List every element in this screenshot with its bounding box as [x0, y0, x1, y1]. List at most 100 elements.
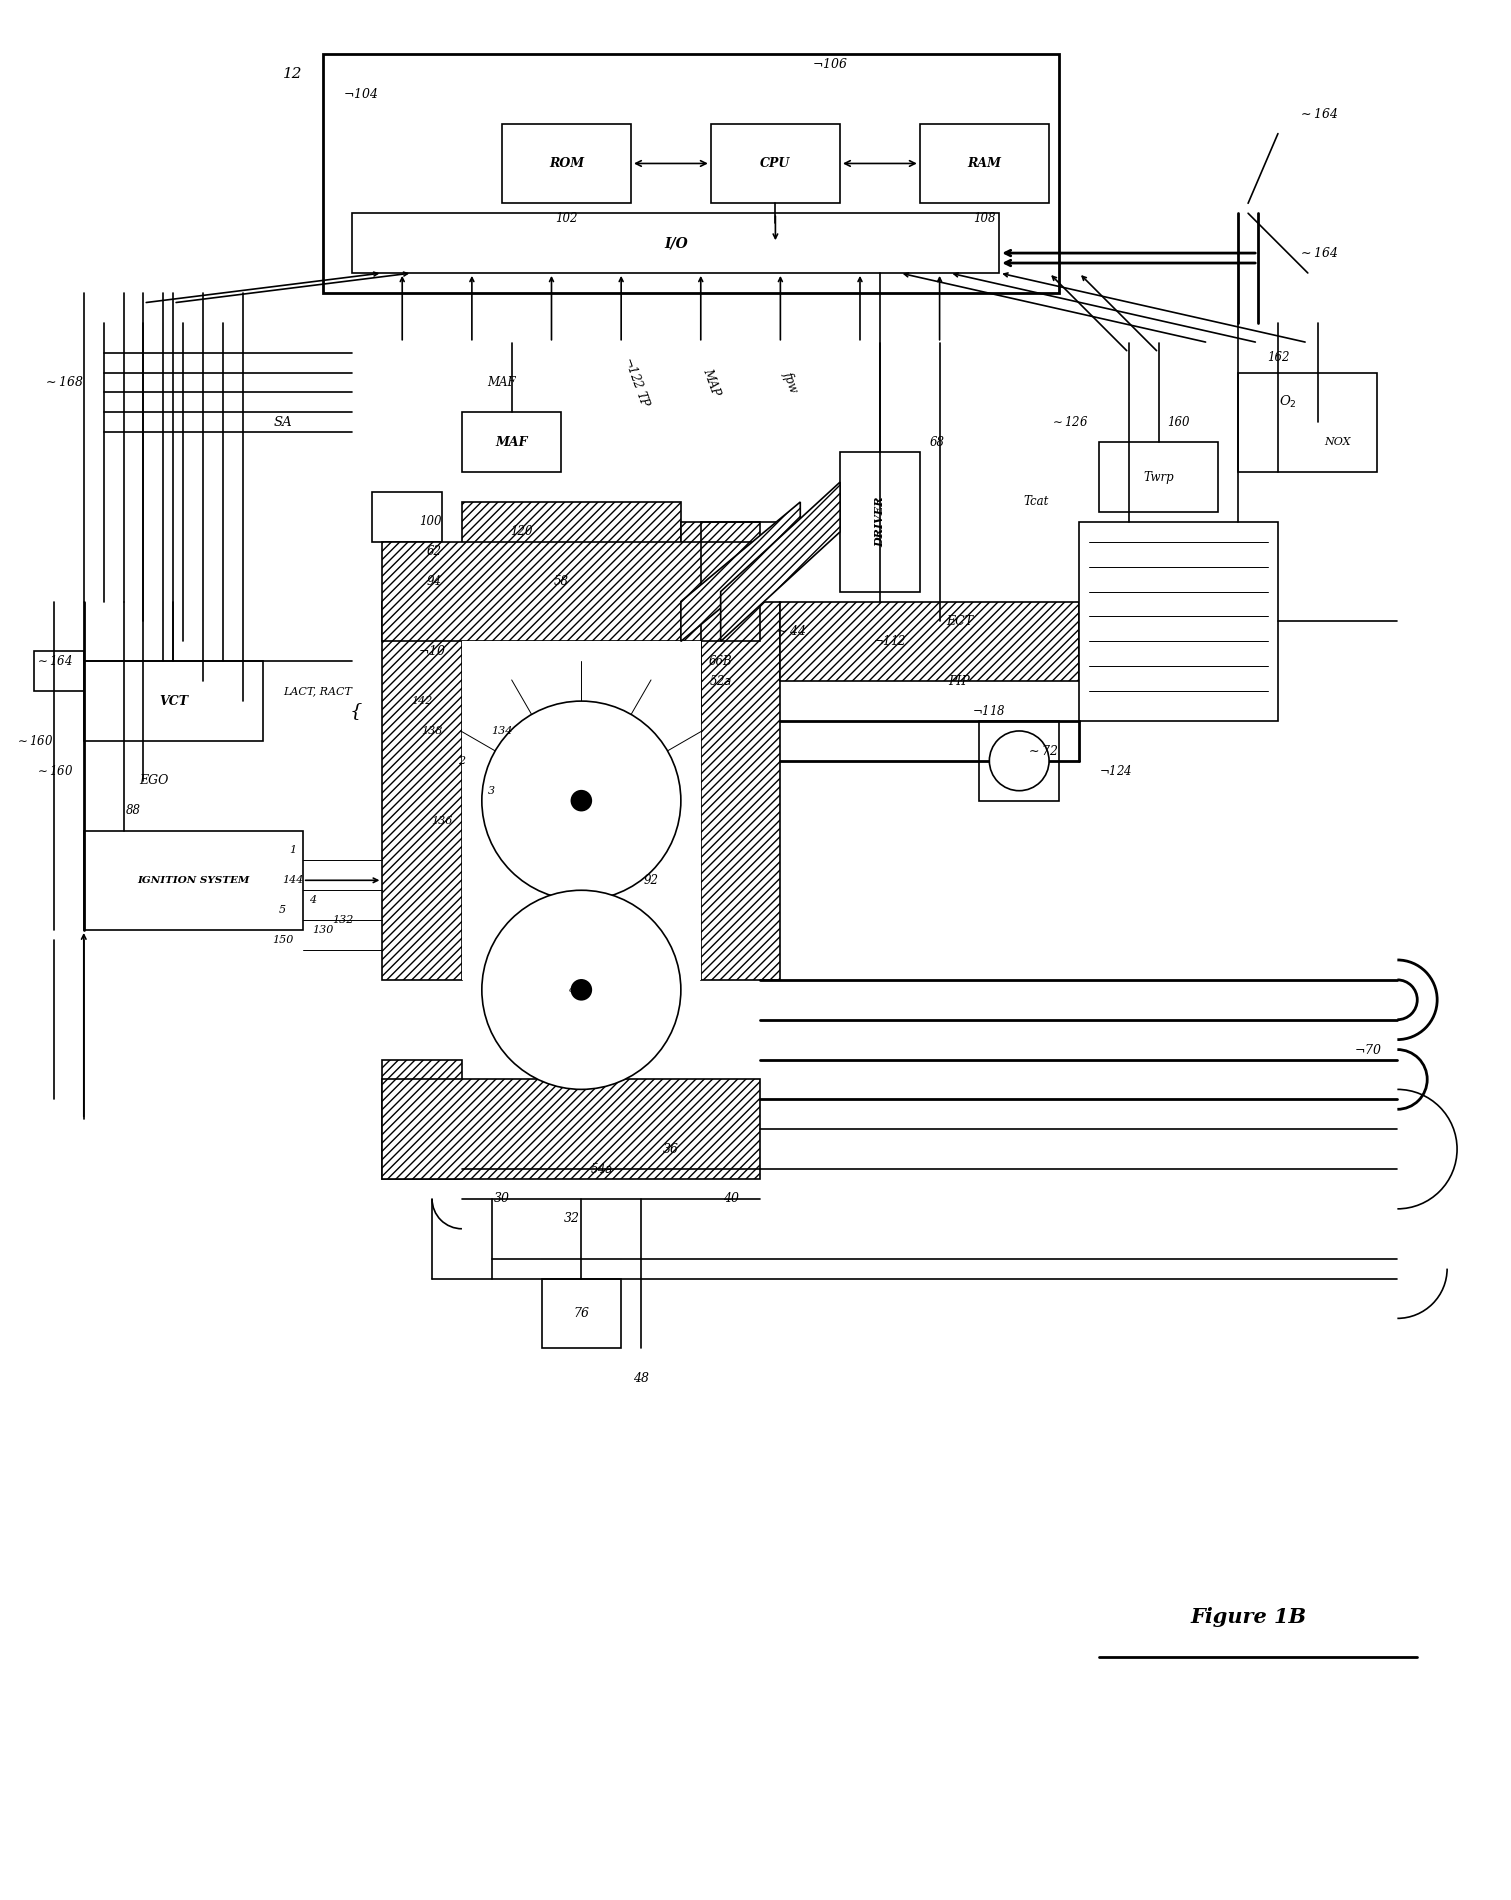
Bar	[462, 412, 562, 471]
Bar	[83, 830, 302, 931]
Text: $\neg$118: $\neg$118	[973, 705, 1006, 718]
Bar	[462, 642, 701, 980]
Text: MAF: MAF	[488, 376, 517, 390]
Text: 3: 3	[488, 787, 496, 796]
Circle shape	[482, 701, 681, 901]
Text: 108: 108	[973, 211, 996, 224]
Text: Twrp: Twrp	[1144, 471, 1174, 484]
Text: PIP: PIP	[949, 674, 970, 688]
Text: 132: 132	[332, 916, 354, 925]
Text: 5: 5	[280, 904, 287, 916]
Bar	[372, 492, 443, 542]
Text: 62: 62	[428, 545, 443, 559]
Text: Figure 1B: Figure 1B	[1191, 1607, 1306, 1626]
Bar	[35, 652, 83, 692]
Circle shape	[512, 732, 651, 870]
Text: RAM: RAM	[967, 158, 1002, 169]
Text: 130: 130	[311, 925, 334, 935]
Text: 30: 30	[494, 1193, 509, 1205]
Text: 150: 150	[272, 935, 293, 944]
Polygon shape	[721, 483, 840, 642]
Polygon shape	[681, 502, 801, 642]
Text: 142: 142	[411, 695, 432, 707]
Text: ROM: ROM	[548, 158, 583, 169]
Bar	[382, 542, 760, 642]
Text: 120: 120	[511, 524, 533, 538]
Text: o: o	[570, 986, 574, 994]
Bar	[840, 452, 920, 591]
Text: $\sim$44: $\sim$44	[774, 625, 807, 638]
Text: IGNITION SYSTEM: IGNITION SYSTEM	[138, 876, 249, 885]
Text: 12: 12	[283, 66, 302, 82]
Bar	[701, 602, 780, 980]
Text: 66B: 66B	[709, 656, 733, 667]
Text: $\sim$164: $\sim$164	[1298, 106, 1337, 122]
Text: 88: 88	[125, 804, 141, 817]
Text: $\neg$122 TP: $\neg$122 TP	[621, 355, 653, 410]
Text: 92: 92	[644, 874, 659, 887]
Text: $\neg$10: $\neg$10	[419, 644, 446, 657]
Text: 2: 2	[458, 756, 465, 766]
Bar	[1238, 372, 1378, 471]
Text: 52$a$: 52$a$	[709, 674, 733, 688]
Bar	[681, 522, 760, 602]
Text: 1: 1	[289, 846, 296, 855]
Text: DRIVER: DRIVER	[875, 496, 885, 547]
Bar	[979, 720, 1059, 800]
Bar	[462, 502, 681, 631]
Text: 76: 76	[573, 1307, 589, 1320]
Bar	[920, 124, 1049, 203]
Circle shape	[990, 732, 1049, 790]
Text: $\sim$160: $\sim$160	[35, 764, 74, 777]
Bar	[352, 213, 999, 274]
Circle shape	[482, 891, 681, 1089]
Text: MAP: MAP	[701, 367, 722, 399]
Bar	[1079, 522, 1278, 720]
Text: CPU: CPU	[760, 158, 790, 169]
Text: Tcat: Tcat	[1023, 496, 1049, 509]
Text: 58: 58	[555, 576, 570, 589]
Text: ECT: ECT	[946, 616, 973, 627]
Bar	[502, 124, 632, 203]
Text: SA: SA	[273, 416, 292, 429]
Bar	[541, 1279, 621, 1349]
Bar	[83, 661, 263, 741]
Text: $\sim$168: $\sim$168	[42, 376, 83, 390]
Text: 102: 102	[555, 211, 577, 224]
Text: $\sim$164: $\sim$164	[1298, 247, 1337, 260]
Text: $\neg$104: $\neg$104	[343, 87, 378, 101]
Text: O$_2$: O$_2$	[1278, 395, 1296, 410]
Text: 160: 160	[1166, 416, 1189, 429]
Text: $\sim$72: $\sim$72	[1026, 745, 1059, 758]
Text: 162: 162	[1266, 352, 1289, 365]
Text: LACT, RACT: LACT, RACT	[284, 686, 352, 695]
Text: $\neg$124: $\neg$124	[1098, 764, 1132, 777]
Text: 54$a$: 54$a$	[589, 1163, 613, 1176]
Text: 36: 36	[663, 1142, 678, 1155]
Circle shape	[571, 790, 591, 811]
Text: $\neg$112: $\neg$112	[873, 635, 907, 648]
Text: 100: 100	[420, 515, 443, 528]
Text: 136: 136	[431, 815, 453, 826]
Bar	[780, 602, 1079, 682]
Text: EGO: EGO	[139, 773, 168, 787]
Text: I/O: I/O	[663, 236, 688, 251]
Bar	[382, 1079, 760, 1180]
Text: NOX: NOX	[1325, 437, 1351, 446]
Text: $\sim$160: $\sim$160	[15, 733, 53, 749]
Circle shape	[512, 920, 651, 1060]
Text: 138: 138	[422, 726, 443, 735]
Text: 40: 40	[722, 1193, 739, 1205]
Bar	[710, 124, 840, 203]
Text: $\sim$126: $\sim$126	[1050, 416, 1089, 429]
Circle shape	[571, 980, 591, 999]
Text: 68: 68	[929, 435, 944, 448]
Text: $\sim$164: $\sim$164	[35, 654, 73, 669]
Text: {: {	[351, 703, 363, 720]
Bar	[382, 1060, 462, 1180]
Text: fpw: fpw	[780, 370, 801, 395]
Text: MAF: MAF	[496, 435, 527, 448]
Text: VCT: VCT	[159, 695, 187, 707]
Bar	[323, 53, 1059, 293]
Bar	[1098, 443, 1218, 511]
